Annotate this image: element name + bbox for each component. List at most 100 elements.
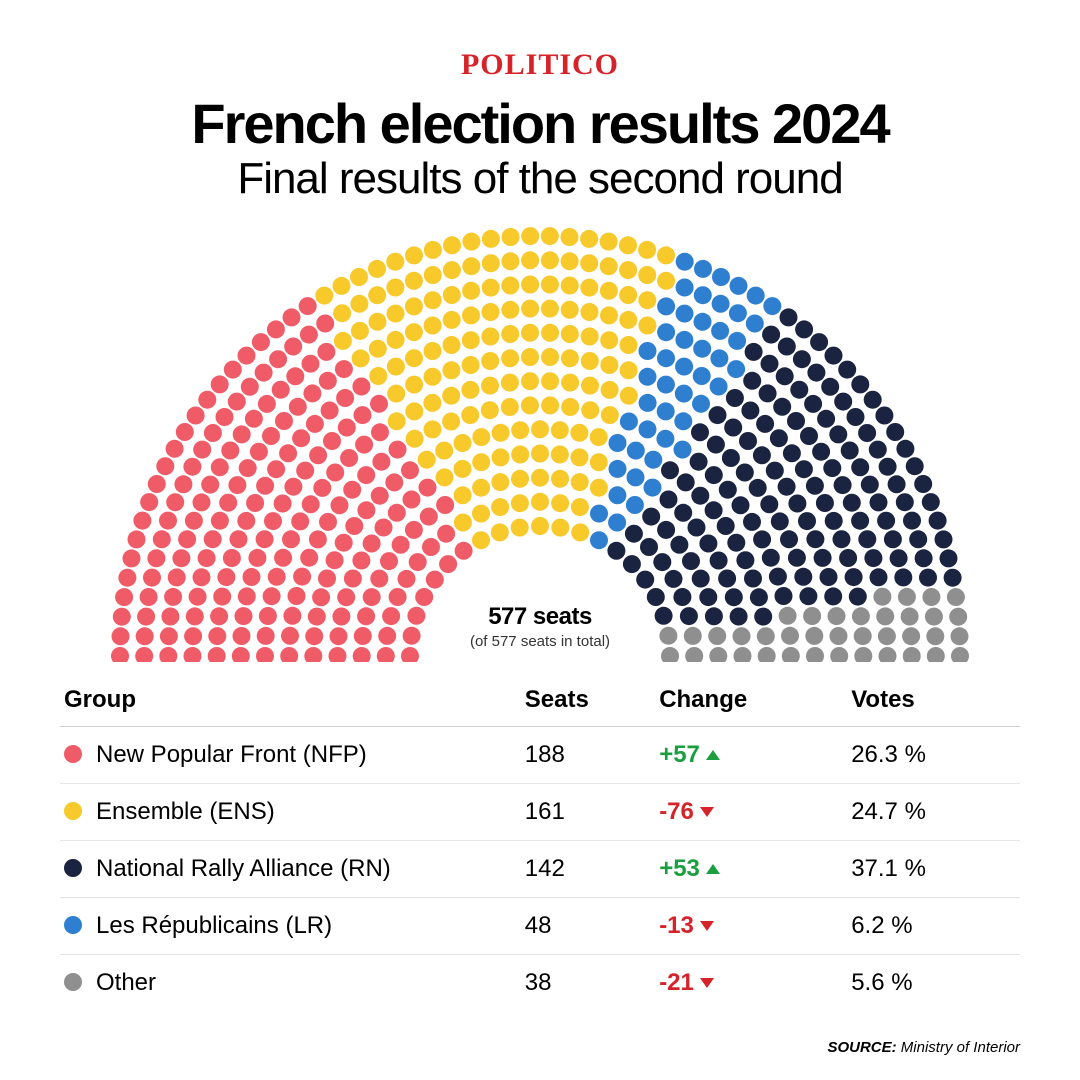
seat-dot bbox=[462, 282, 480, 300]
seat-dot bbox=[461, 406, 479, 424]
seat-dot bbox=[590, 453, 608, 471]
seat-dot bbox=[386, 279, 404, 297]
seat-dot bbox=[501, 301, 519, 319]
seat-dot bbox=[264, 512, 282, 530]
seat-dot bbox=[852, 607, 870, 625]
seat-dot bbox=[727, 534, 745, 552]
seat-dot bbox=[710, 378, 728, 396]
seat-dot bbox=[841, 442, 859, 460]
seat-dot bbox=[387, 385, 405, 403]
seat-dot bbox=[673, 588, 691, 606]
seat-dot bbox=[876, 608, 894, 626]
seat-dot bbox=[828, 607, 846, 625]
seat-dot bbox=[333, 304, 351, 322]
cell-group: New Popular Front (NFP) bbox=[60, 727, 521, 784]
seat-dot bbox=[377, 647, 395, 662]
brand-logo: POLITICO bbox=[60, 48, 1020, 82]
seat-dot bbox=[778, 338, 796, 356]
seat-dot bbox=[608, 486, 626, 504]
seat-dot bbox=[717, 517, 735, 535]
seat-dot bbox=[639, 342, 657, 360]
seat-dot bbox=[443, 336, 461, 354]
seat-dot bbox=[733, 627, 751, 645]
cell-change: +53 bbox=[655, 841, 847, 898]
seat-dot bbox=[252, 333, 270, 351]
cell-group: Les Républicains (LR) bbox=[60, 898, 521, 955]
seat-dot bbox=[580, 254, 598, 272]
seat-dot bbox=[655, 607, 673, 625]
seat-dot bbox=[308, 608, 326, 626]
cell-votes: 6.2 % bbox=[847, 898, 1020, 955]
table-row: New Popular Front (NFP)188+5726.3 % bbox=[60, 727, 1020, 784]
seat-dot bbox=[334, 332, 352, 350]
seat-dot bbox=[804, 395, 822, 413]
cell-change: -76 bbox=[655, 784, 847, 841]
seat-dot bbox=[279, 444, 297, 462]
seat-dot bbox=[161, 608, 179, 626]
seat-dot bbox=[847, 408, 865, 426]
seat-dot bbox=[211, 458, 229, 476]
seat-dot bbox=[657, 376, 675, 394]
seat-dot bbox=[724, 419, 742, 437]
seat-dot bbox=[224, 361, 242, 379]
seat-dot bbox=[736, 464, 754, 482]
seat-dot bbox=[753, 446, 771, 464]
seat-dot bbox=[166, 493, 184, 511]
seat-dot bbox=[803, 607, 821, 625]
col-header-seats: Seats bbox=[521, 676, 655, 727]
group-name: New Popular Front (NFP) bbox=[96, 741, 367, 768]
seat-dot bbox=[256, 477, 274, 495]
seat-dot bbox=[541, 397, 559, 415]
seat-dot bbox=[401, 461, 419, 479]
seat-dot bbox=[398, 570, 416, 588]
seat-dot bbox=[830, 627, 848, 645]
seat-dot bbox=[851, 512, 869, 530]
seat-dot bbox=[909, 530, 927, 548]
seat-dot bbox=[608, 514, 626, 532]
seat-dot bbox=[501, 374, 519, 392]
seat-dot bbox=[898, 588, 916, 606]
seat-dot bbox=[807, 364, 825, 382]
seat-dot bbox=[319, 513, 337, 531]
seat-dot bbox=[389, 588, 407, 606]
group-swatch bbox=[64, 916, 82, 934]
cell-change: +57 bbox=[655, 727, 847, 784]
table-row: National Rally Alliance (RN)142+5337.1 % bbox=[60, 841, 1020, 898]
seat-dot bbox=[221, 442, 239, 460]
seat-dot bbox=[644, 479, 662, 497]
seat-dot bbox=[213, 588, 231, 606]
seat-dot bbox=[166, 440, 184, 458]
seat-dot bbox=[305, 627, 323, 645]
seat-dot bbox=[541, 372, 559, 390]
seat-dot bbox=[269, 350, 287, 368]
seat-dot bbox=[674, 441, 692, 459]
seat-dot bbox=[590, 428, 608, 446]
seat-dot bbox=[492, 424, 510, 442]
seat-dot bbox=[888, 475, 906, 493]
seat-dot bbox=[531, 493, 549, 511]
seat-dot bbox=[749, 479, 767, 497]
seat-dot bbox=[521, 372, 539, 390]
seat-dot bbox=[309, 446, 327, 464]
seat-dot bbox=[159, 512, 177, 530]
seat-dot bbox=[609, 434, 627, 452]
seat-dot bbox=[178, 530, 196, 548]
col-header-change: Change bbox=[655, 676, 847, 727]
seat-dot bbox=[541, 324, 559, 342]
seat-dot bbox=[782, 647, 800, 662]
seat-dot bbox=[541, 227, 559, 245]
seat-dot bbox=[204, 424, 222, 442]
seat-dot bbox=[208, 627, 226, 645]
seat-dot bbox=[609, 460, 627, 478]
seat-dot bbox=[426, 571, 444, 589]
seat-dot bbox=[854, 627, 872, 645]
seat-dot bbox=[492, 449, 510, 467]
seat-dot bbox=[272, 381, 290, 399]
seat-dot bbox=[335, 360, 353, 378]
seat-dot bbox=[337, 588, 355, 606]
seat-dot bbox=[600, 307, 618, 325]
seat-dot bbox=[443, 311, 461, 329]
seat-dot bbox=[694, 313, 712, 331]
seat-dot bbox=[148, 475, 166, 493]
seat-dot bbox=[795, 460, 813, 478]
